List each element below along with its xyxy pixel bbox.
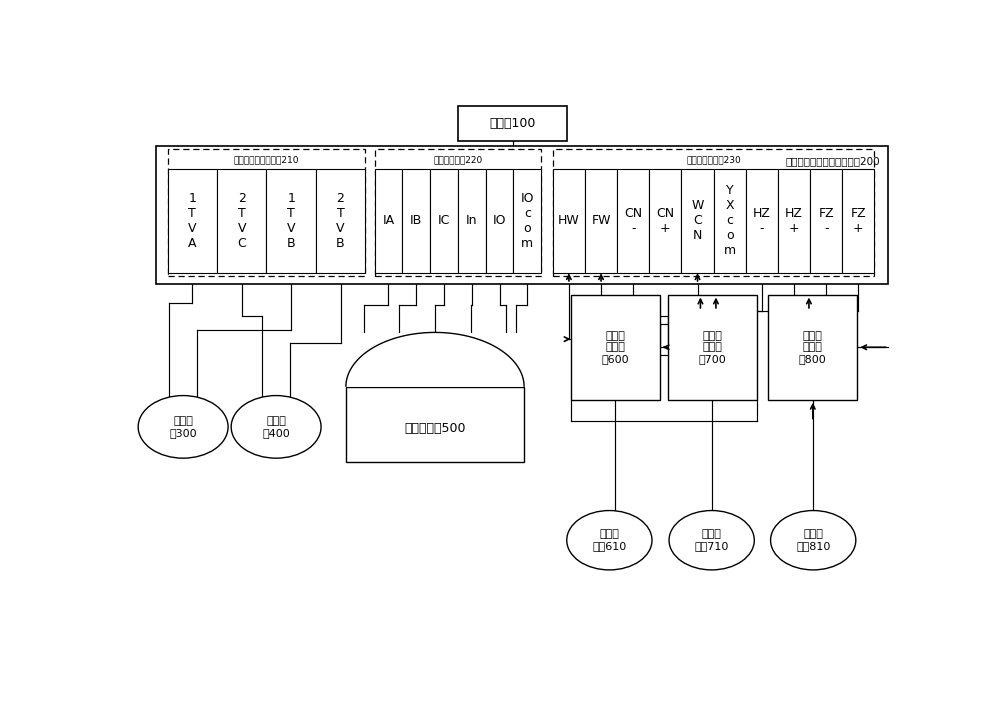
Text: In: In (466, 215, 477, 227)
Bar (553, 169, 585, 273)
Text: 2
T
V
C: 2 T V C (237, 192, 246, 250)
Bar (316, 169, 365, 273)
Text: 柱上断路器控制器航空插头200: 柱上断路器控制器航空插头200 (786, 156, 881, 166)
Text: W
C
N: W C N (691, 200, 704, 243)
Text: CN
-: CN - (624, 207, 642, 235)
Text: 1
T
V
A: 1 T V A (188, 192, 197, 250)
Bar (842, 169, 874, 273)
Bar (375, 149, 541, 275)
Text: IO
c
o
m: IO c o m (521, 192, 534, 250)
Text: 控制、信号接口230: 控制、信号接口230 (686, 156, 741, 164)
Bar (458, 169, 486, 273)
Circle shape (771, 510, 856, 570)
Text: 第一电
源300: 第一电 源300 (169, 416, 197, 437)
Bar (486, 169, 513, 273)
Text: FW: FW (591, 215, 611, 227)
Text: FZ
-: FZ - (818, 207, 834, 235)
Bar (217, 169, 266, 273)
Text: 分闸继
电器线
圈800: 分闸继 电器线 圈800 (799, 331, 827, 364)
Text: Y
X
c
o
m: Y X c o m (724, 184, 736, 257)
Text: CN
+: CN + (656, 207, 674, 235)
Text: 储能继
电器线
圈600: 储能继 电器线 圈600 (601, 331, 629, 364)
Bar (714, 169, 746, 273)
Text: IB: IB (410, 215, 422, 227)
Bar (156, 147, 888, 284)
Bar (402, 169, 430, 273)
Bar (375, 169, 402, 273)
Bar (810, 169, 842, 273)
Text: HZ
+: HZ + (785, 207, 803, 235)
Bar (617, 169, 649, 273)
Bar (168, 149, 365, 275)
Text: 2
T
V
B: 2 T V B (336, 192, 345, 250)
Bar (266, 169, 316, 273)
Text: 合闸继
电器线
圈700: 合闸继 电器线 圈700 (698, 331, 726, 364)
Text: IC: IC (438, 215, 450, 227)
Text: 合闸指
示灯710: 合闸指 示灯710 (694, 529, 729, 551)
Text: 电流发生器500: 电流发生器500 (404, 421, 466, 435)
Text: FZ
+: FZ + (851, 207, 866, 235)
Bar (778, 169, 810, 273)
Text: 端子排100: 端子排100 (489, 117, 536, 130)
Text: IO: IO (493, 215, 506, 227)
Bar (553, 149, 874, 275)
Circle shape (567, 510, 652, 570)
Bar (168, 169, 217, 273)
Circle shape (669, 510, 754, 570)
Text: 分闸指
示灯810: 分闸指 示灯810 (796, 529, 830, 551)
Bar (571, 294, 660, 400)
Text: 第二电
源400: 第二电 源400 (262, 416, 290, 437)
Bar (430, 169, 458, 273)
Text: HW: HW (558, 215, 580, 227)
Bar (513, 169, 541, 273)
Bar (746, 169, 778, 273)
Text: 电源输入及电压接口210: 电源输入及电压接口210 (234, 156, 299, 164)
Bar (649, 169, 681, 273)
PathPatch shape (346, 332, 524, 387)
Text: 储能指
示灯610: 储能指 示灯610 (592, 529, 626, 551)
Bar (346, 387, 524, 462)
Text: 电流输入接口220: 电流输入接口220 (433, 156, 482, 164)
Text: IA: IA (382, 215, 394, 227)
Circle shape (138, 395, 228, 458)
Bar (681, 169, 714, 273)
Text: HZ
-: HZ - (753, 207, 771, 235)
Bar (458, 106, 567, 141)
Bar (668, 294, 757, 400)
Circle shape (231, 395, 321, 458)
Text: 1
T
V
B: 1 T V B (287, 192, 295, 250)
Bar (768, 294, 857, 400)
Bar (585, 169, 617, 273)
